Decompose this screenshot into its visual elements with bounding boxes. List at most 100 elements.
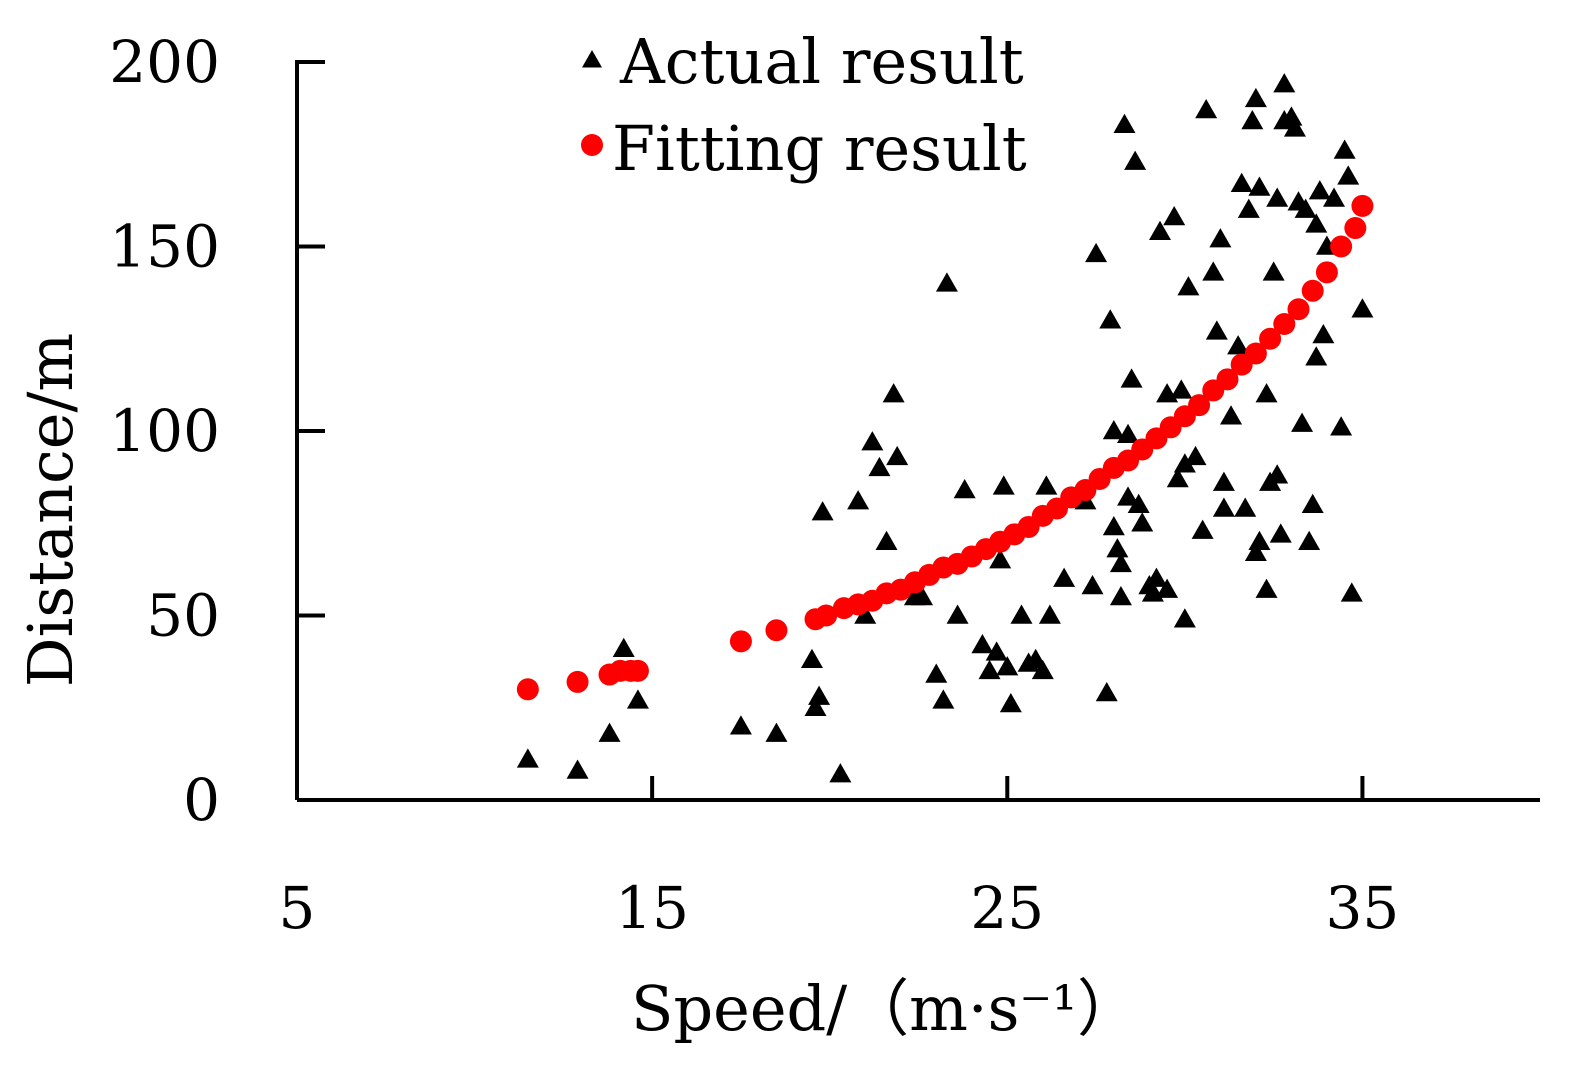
actual-result-point bbox=[1323, 187, 1346, 207]
y-tick-label: 100 bbox=[109, 397, 220, 465]
fitting-result-point bbox=[566, 670, 589, 693]
fitting-result-point bbox=[1315, 261, 1338, 284]
actual-result-point bbox=[978, 659, 1001, 680]
tick-labels: 0 50 100 150 200 5 15 25 35 bbox=[109, 28, 1399, 942]
actual-result-point bbox=[808, 685, 831, 705]
actual-result-point bbox=[875, 530, 898, 550]
actual-result-point bbox=[1145, 567, 1168, 587]
actual-result-point bbox=[1095, 681, 1118, 702]
actual-result-point bbox=[1234, 497, 1257, 517]
actual-result-point bbox=[1244, 87, 1267, 108]
fitting-result-point bbox=[1344, 217, 1367, 240]
actual-result-point bbox=[1308, 180, 1331, 200]
fitting-result-point bbox=[1351, 194, 1374, 217]
actual-result-point bbox=[1330, 416, 1353, 436]
actual-result-point bbox=[1248, 530, 1271, 550]
actual-result-point bbox=[1280, 106, 1303, 126]
fitting-result-point bbox=[1188, 394, 1211, 417]
actual-result-point bbox=[1109, 552, 1132, 573]
actual-result-point bbox=[1031, 659, 1054, 680]
y-tick-label: 0 bbox=[183, 766, 220, 834]
x-tick-label: 5 bbox=[279, 874, 316, 942]
actual-result-point bbox=[1085, 242, 1108, 263]
actual-result-point bbox=[1305, 213, 1328, 233]
y-tick-label: 50 bbox=[146, 582, 220, 650]
fitting-result-point bbox=[1301, 279, 1324, 302]
actual-result-point bbox=[1148, 220, 1171, 240]
actual-result-point bbox=[1177, 276, 1200, 296]
actual-result-point bbox=[1269, 523, 1292, 543]
actual-result-point bbox=[847, 490, 870, 510]
actual-result-point bbox=[1184, 445, 1207, 466]
fitting-result-point bbox=[516, 678, 539, 701]
actual-result-point bbox=[1127, 493, 1150, 514]
legend-label-actual: Actual result bbox=[619, 25, 1024, 98]
actual-result-point bbox=[1262, 261, 1285, 281]
actual-result-point bbox=[882, 383, 905, 403]
actual-result-point bbox=[1273, 73, 1296, 93]
actual-result-point bbox=[612, 637, 635, 657]
actual-result-point bbox=[1237, 198, 1260, 218]
actual-result-point bbox=[800, 648, 823, 669]
actual-result-point bbox=[1010, 604, 1033, 624]
actual-result-point bbox=[999, 693, 1022, 713]
actual-result-point bbox=[1124, 150, 1147, 170]
actual-result-point bbox=[1173, 608, 1196, 628]
actual-result-point bbox=[925, 663, 948, 683]
actual-result-point bbox=[1131, 512, 1154, 532]
actual-result-point bbox=[1294, 198, 1317, 218]
actual-result-point bbox=[1163, 205, 1186, 226]
y-tick-label: 200 bbox=[109, 28, 220, 96]
y-axis-title: Distance/m bbox=[14, 333, 87, 687]
actual-result-point bbox=[854, 604, 877, 624]
fitting-result-point bbox=[1273, 312, 1296, 335]
actual-result-point bbox=[911, 586, 934, 606]
actual-result-point bbox=[1170, 379, 1193, 399]
legend: Actual result Fitting result bbox=[581, 25, 1027, 185]
actual-result-point bbox=[1212, 471, 1235, 491]
actual-result-point bbox=[1337, 165, 1360, 185]
actual-result-point bbox=[971, 634, 994, 654]
actual-result-point bbox=[861, 431, 884, 451]
actual-result-point bbox=[729, 715, 752, 735]
actual-result-point bbox=[1244, 541, 1267, 562]
actual-result-point bbox=[1120, 368, 1143, 388]
actual-result-point bbox=[1099, 309, 1122, 329]
actual-result-point bbox=[1102, 515, 1125, 536]
actual-result-point bbox=[1202, 261, 1225, 281]
actual-result-point bbox=[516, 748, 539, 768]
actual-result-point bbox=[765, 722, 788, 742]
actual-result-point bbox=[1209, 228, 1232, 248]
actual-result-point bbox=[811, 501, 834, 521]
actual-result-point bbox=[1035, 475, 1058, 495]
actual-result-point bbox=[1212, 497, 1235, 517]
actual-result-point bbox=[989, 549, 1012, 569]
actual-result-point bbox=[1340, 582, 1363, 602]
actual-result-point bbox=[996, 656, 1019, 676]
actual-result-point bbox=[1255, 578, 1278, 598]
actual-result-point bbox=[1266, 187, 1289, 207]
actual-result-point bbox=[1241, 110, 1264, 130]
x-tick-label: 35 bbox=[1326, 874, 1400, 942]
actual-result-point bbox=[1102, 420, 1125, 440]
data-marks bbox=[516, 73, 1374, 783]
actual-result-point bbox=[1113, 113, 1136, 133]
actual-result-point bbox=[886, 445, 909, 466]
actual-result-point bbox=[1283, 117, 1306, 137]
actual-result-point bbox=[1173, 453, 1196, 473]
actual-result-point bbox=[992, 475, 1015, 495]
actual-result-point bbox=[1305, 346, 1328, 366]
x-axis-title: Speed/（m·s⁻¹） bbox=[631, 972, 1139, 1045]
actual-result-point bbox=[566, 759, 589, 779]
actual-result-point bbox=[868, 456, 891, 477]
actual-result-point bbox=[1156, 578, 1179, 598]
actual-result-point bbox=[1298, 530, 1321, 550]
actual-result-point bbox=[598, 722, 621, 742]
actual-result-point bbox=[1333, 139, 1356, 159]
fitting-result-point bbox=[1287, 298, 1310, 321]
actual-result-point bbox=[1351, 298, 1374, 318]
actual-result-point bbox=[1248, 176, 1271, 196]
actual-result-point bbox=[1255, 383, 1278, 403]
fitting-result-point bbox=[1330, 235, 1353, 258]
